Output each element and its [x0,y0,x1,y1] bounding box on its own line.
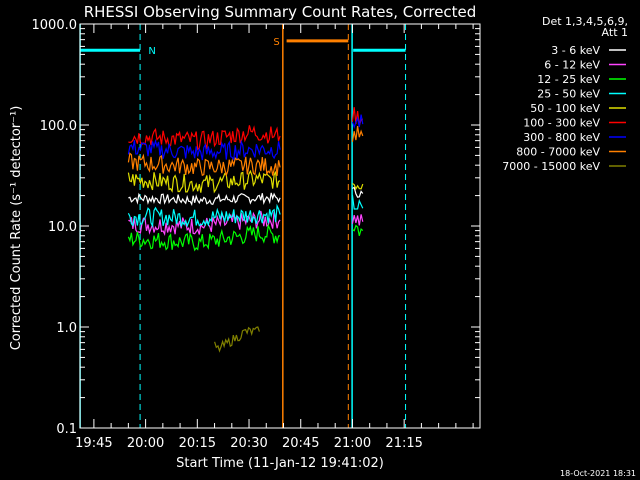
legend-entry-label: 300 - 800 keV [523,131,600,144]
series-line-2 [127,223,281,252]
y-tick-label: 1.0 [56,321,77,336]
legend-entry-label: 25 - 50 keV [537,88,600,101]
x-tick-label: 20:00 [127,436,164,451]
x-tick-label: 20:15 [179,436,216,451]
y-tick-label: 0.1 [56,422,77,437]
y-tick-label: 1000.0 [32,18,78,33]
saa-flag-label: S [273,37,279,48]
footer-timestamp: 18-Oct-2021 18:31 [560,469,636,478]
x-axis-label: Start Time (11-Jan-12 19:41:02) [176,456,384,471]
y-axis-label: Corrected Count Rate (s⁻¹ detector⁻¹) [9,106,24,351]
x-tick-label: 19:45 [75,436,112,451]
series-line-5 [351,107,364,126]
series-line-7 [127,152,281,178]
legend-header-line: Att 1 [602,26,628,39]
series-line-3 [127,203,281,228]
series-line-1 [351,214,364,226]
series-line-2 [352,224,364,236]
x-tick-label: 21:15 [385,436,422,451]
night-flag-label: N [148,46,155,57]
series-line-0 [128,192,281,207]
series-line-5 [128,125,281,151]
legend-entry-label: 800 - 7000 keV [516,146,600,159]
axes: 0.1 1.0 10.0 100.0 1000.0 19:45 20:00 20:15 20:3… [32,18,481,451]
series-line-6 [351,114,364,129]
legend-entry-label: 7000 - 15000 keV [502,160,600,173]
plot-area: NS [79,24,407,428]
legend-entry-label: 50 - 100 keV [530,102,600,115]
legend-entry-label: 3 - 6 keV [551,44,600,57]
y-tick-label: 10.0 [48,220,77,235]
legend-entry-label: 6 - 12 keV [544,59,600,72]
chart-title: RHESSI Observing Summary Count Rates, Co… [84,3,477,21]
legend: Det 1,3,4,5,6,9,Att 13 - 6 keV 6 - 12 keV… [502,15,628,173]
series-line-6 [127,138,281,161]
series-line-7 [351,126,364,142]
legend-entry-label: 100 - 300 keV [523,117,600,130]
legend-header-line: Det 1,3,4,5,6,9, [542,15,628,28]
legend-entry-label: 12 - 25 keV [537,73,600,86]
series-line-3 [351,194,364,210]
series-line-4 [127,169,281,194]
x-tick-label: 20:30 [230,436,267,451]
series-line-8 [214,326,260,353]
y-tick-label: 100.0 [40,119,77,134]
series-line-0 [352,186,364,198]
series-line-4 [352,182,364,191]
x-tick-label: 20:45 [282,436,319,451]
x-tick-label: 21:00 [334,436,371,451]
